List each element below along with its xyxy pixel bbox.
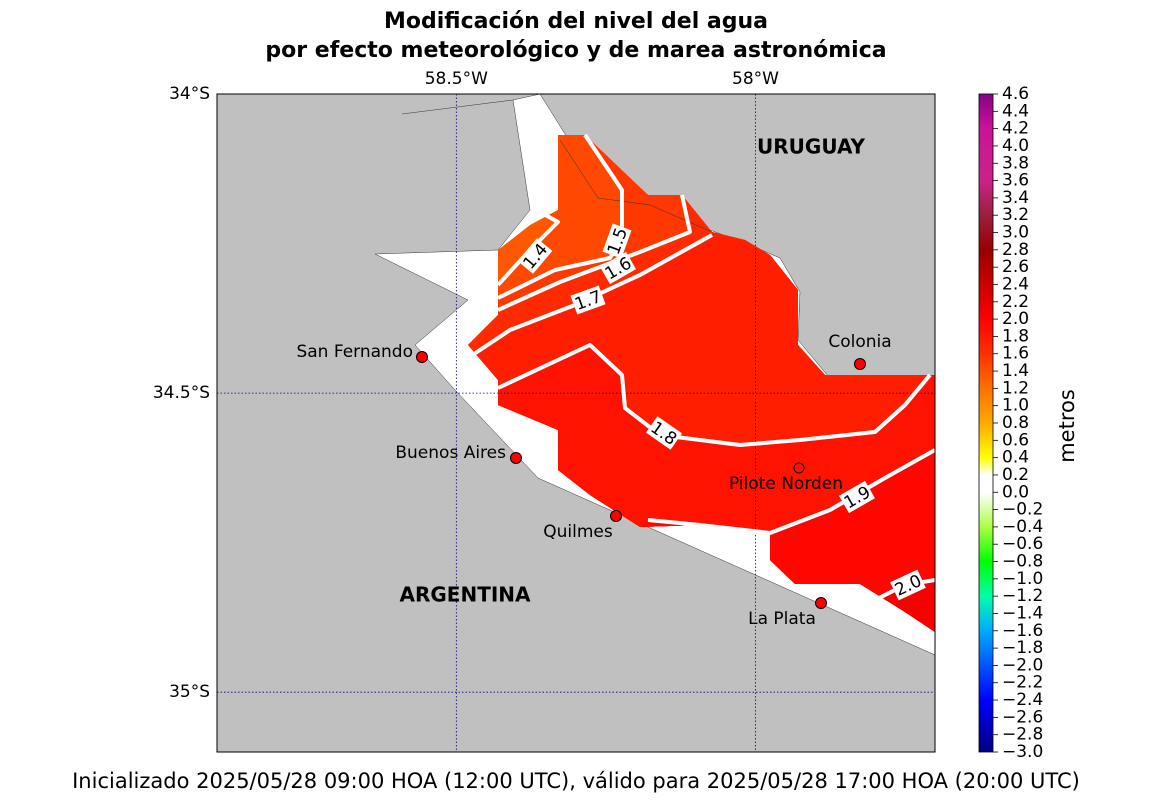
colorbar [978,93,994,753]
station-label: Quilmes [543,522,613,542]
colorbar-tick-label: −3.0 [1002,742,1043,762]
contour-label-bg [600,251,636,285]
colorbar-tick-label: 2.6 [1002,257,1029,277]
colorbar-tick-label: 0.6 [1002,430,1029,450]
title: por efecto meteorológico y de marea astr… [265,38,886,63]
station-marker [610,510,622,522]
colorbar-tick-label: −0.8 [1002,552,1043,572]
station-marker [510,452,522,464]
station-label: Pilote Norden [729,474,843,494]
contour-label-bg [839,480,875,514]
colorbar-tick-label: −2.2 [1002,673,1043,693]
colorbar-tick-label: 1.6 [1002,344,1029,364]
coast [401,99,514,115]
colorbar-tick-label: 2.8 [1002,240,1029,260]
colorbar-tick-label: 0.8 [1002,413,1029,433]
colorbar-tick-label: −2.8 [1002,725,1043,745]
station-label: San Fernando [296,342,413,362]
colorbar-tick-label: −0.2 [1002,500,1043,520]
colorbar-tick-label: 3.0 [1002,223,1029,243]
footer: Inicializado 2025/05/28 09:00 HOA (12:00… [72,769,1080,793]
station-marker [815,597,827,609]
colorbar-tick-label: 3.6 [1002,171,1029,191]
title: Modificación del nivel del agua [384,9,768,34]
station-marker [416,351,428,363]
colorbar-tick-label: 1.8 [1002,326,1029,346]
colorbar-tick-label: 2.2 [1002,292,1029,312]
map-frame [216,93,936,753]
colorbar-tick-label: 0.2 [1002,465,1029,485]
colorbar-tick-label: 4.0 [1002,136,1029,156]
colorbar-tick-label: 0.4 [1002,448,1029,468]
colorbar-tick-label: −1.4 [1002,603,1043,623]
grid [217,94,935,752]
contour-line [497,194,692,312]
station-label: Buenos Aires [395,443,506,463]
contour-label-bg [570,285,606,315]
country-label: URUGUAY [757,135,865,159]
colorbar-tick-label: −1.2 [1002,586,1043,606]
colorbar-tick-label: 2.4 [1002,274,1029,294]
colorbar-label: metros [1055,389,1079,463]
contour-line [497,343,932,447]
colorbar-tick-label: 3.4 [1002,188,1029,208]
y-tick-label: 35°S [169,682,210,702]
colorbar-tick-label: 3.8 [1002,153,1029,173]
contour-line [496,210,560,287]
colorbar-tick-label: 1.2 [1002,378,1029,398]
colorbar-tick-label: 0.0 [1002,482,1029,502]
colorbar-tick-label: 4.6 [1002,84,1029,104]
contour-label-bg [645,416,683,450]
country-label: ARGENTINA [400,583,532,607]
colorbar-tick-label: 4.4 [1002,101,1029,121]
colorbar-tick-label: −1.8 [1002,638,1043,658]
colorbar-tick-label: −2.4 [1002,690,1043,710]
colorbar-tick-label: −2.6 [1002,707,1043,727]
colorbar-tick-label: −0.6 [1002,534,1043,554]
station-label: La Plata [748,609,816,629]
contour-label-bg [602,223,632,259]
x-tick-label: 58.5°W [425,69,488,89]
colorbar-tick-label: −1.6 [1002,621,1043,641]
colorbar-tick-label: −2.0 [1002,655,1043,675]
contour-label-bg [890,569,926,601]
x-tick-label: 58°W [732,69,779,89]
station-label: Colonia [828,332,891,352]
contour-line [647,448,935,535]
colorbar-tick-label: 2.0 [1002,309,1029,329]
contour-label-bg [517,238,553,274]
colorbar-tick-label: 3.2 [1002,205,1029,225]
station-marker [793,462,805,474]
colorbar-tick-label: 1.4 [1002,361,1029,381]
colorbar-tick-label: −1.0 [1002,569,1043,589]
colorbar-tick-label: 4.2 [1002,119,1029,139]
colorbar-tick-label: 1.0 [1002,396,1029,416]
y-tick-label: 34°S [169,84,210,104]
contour-label-group: 1.5 [602,223,632,259]
station-marker [854,358,866,370]
colorbar-tick-label: −0.4 [1002,517,1043,537]
y-tick-label: 34.5°S [153,383,210,403]
